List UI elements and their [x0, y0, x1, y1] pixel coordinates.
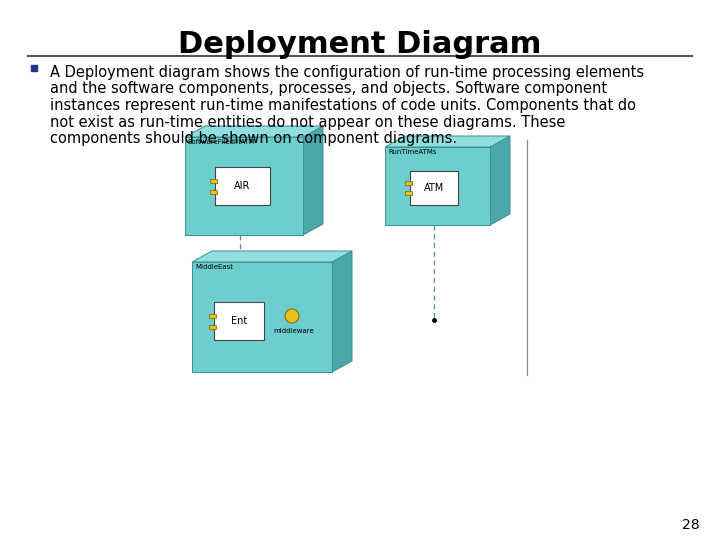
Text: middleware: middleware	[274, 328, 315, 334]
Bar	[410, 171, 458, 205]
Polygon shape	[332, 251, 352, 372]
Bar	[215, 167, 270, 205]
Bar	[185, 137, 303, 235]
Bar	[385, 147, 490, 225]
Bar	[405, 181, 412, 185]
Text: RunTimeATMs: RunTimeATMs	[388, 149, 436, 155]
Bar	[209, 314, 216, 318]
Bar	[192, 262, 332, 372]
Polygon shape	[303, 126, 323, 235]
Polygon shape	[385, 136, 510, 147]
Text: ATM: ATM	[424, 183, 444, 193]
Text: components should be shown on component diagrams.: components should be shown on component …	[50, 131, 457, 146]
Text: SoftwareFiledInATM: SoftwareFiledInATM	[188, 139, 256, 145]
Text: Deployment Diagram: Deployment Diagram	[179, 30, 541, 59]
Text: AIR: AIR	[234, 181, 251, 191]
Polygon shape	[185, 126, 323, 137]
Text: MiddleEast: MiddleEast	[195, 264, 233, 270]
Bar	[210, 179, 217, 183]
Text: and the software components, processes, and objects. Software component: and the software components, processes, …	[50, 82, 607, 97]
Polygon shape	[490, 136, 510, 225]
Bar	[209, 326, 216, 329]
Text: 28: 28	[683, 518, 700, 532]
Text: instances represent run-time manifestations of code units. Components that do: instances represent run-time manifestati…	[50, 98, 636, 113]
Text: Ent: Ent	[231, 316, 247, 326]
Text: A Deployment diagram shows the configuration of run-time processing elements: A Deployment diagram shows the configura…	[50, 65, 644, 80]
Bar	[210, 191, 217, 194]
Polygon shape	[192, 251, 352, 262]
Circle shape	[285, 309, 299, 323]
Text: not exist as run-time entities do not appear on these diagrams. These: not exist as run-time entities do not ap…	[50, 114, 565, 130]
Bar	[405, 192, 412, 195]
Bar	[214, 302, 264, 340]
